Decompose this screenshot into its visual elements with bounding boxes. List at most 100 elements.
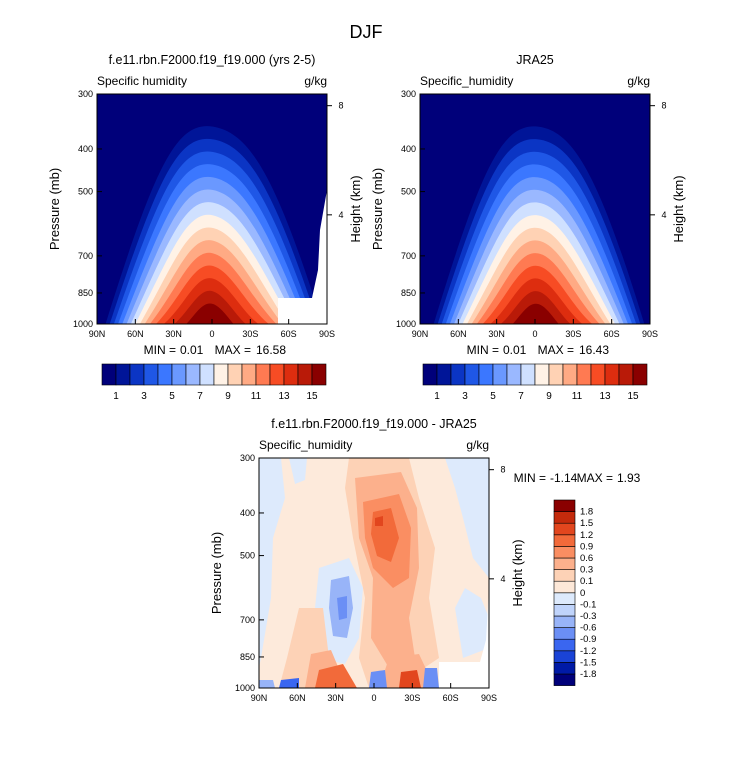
y-axis: 300 400 500 700 850 1000 <box>396 89 425 329</box>
colorbar-label: 1.5 <box>580 518 593 529</box>
y-right-tick-label: 4 <box>338 210 343 220</box>
y-tick-label: 700 <box>78 251 93 261</box>
colorbar-swatch <box>553 522 576 536</box>
colorbar-swatch <box>157 363 173 386</box>
colorbar-swatch <box>553 638 576 652</box>
colorbar-label: -0.9 <box>580 634 596 645</box>
y-tick-label: 1000 <box>235 683 255 693</box>
max-label: MAX = <box>577 471 613 485</box>
colorbar-swatch <box>213 363 229 386</box>
pos-peak-dot <box>375 516 383 526</box>
colorbar-swatch <box>478 363 494 386</box>
colorbar-label: 1.2 <box>580 530 593 541</box>
min-value: -1.14 <box>550 471 578 485</box>
colorbar-label: -0.6 <box>580 623 596 634</box>
colorbar-label: 3 <box>141 391 147 402</box>
colorbar-swatch <box>534 363 550 386</box>
colorbar-label: 13 <box>278 391 290 402</box>
min-label: MIN = <box>514 471 546 485</box>
masked-region <box>439 588 489 688</box>
colorbar-label: -1.5 <box>580 657 596 668</box>
x-tick-label: 90N <box>412 329 429 339</box>
neg-band-right <box>445 458 489 578</box>
x-tick-label: 30S <box>404 693 420 703</box>
colorbar-swatch <box>562 363 578 386</box>
colorbar-swatch <box>171 363 187 386</box>
contour-bands <box>433 126 645 324</box>
colorbar-label: 7 <box>518 391 524 402</box>
y-right-tick-label: 4 <box>661 210 666 220</box>
colorbar-swatch <box>115 363 131 386</box>
max-value: 16.58 <box>256 343 286 357</box>
colorbar-swatch <box>436 363 452 386</box>
colorbar-swatch <box>553 650 576 663</box>
colorbar-swatch <box>422 363 438 386</box>
neg-surface-left-edge <box>259 680 275 688</box>
colorbar-label: -1.2 <box>580 646 596 657</box>
colorbar-label: -0.3 <box>580 611 596 622</box>
y-tick-label: 1000 <box>73 319 93 329</box>
colorbar-label: 1.8 <box>580 507 593 518</box>
colorbar-label: 1 <box>113 391 119 402</box>
x-tick-label: 0 <box>209 329 214 339</box>
y-tick-label: 500 <box>240 551 255 561</box>
colorbar-swatch <box>553 546 576 559</box>
max-label: MAX = <box>538 343 574 357</box>
neg-band-left <box>259 458 285 668</box>
min-value: 0.01 <box>180 343 204 357</box>
variable-label: Specific humidity <box>97 74 187 88</box>
panel-difference: f.e11.rbn.F2000.f19_f19.000 - JRA25 Spec… <box>209 417 641 703</box>
contour-bands <box>105 126 323 324</box>
colorbar-swatch <box>450 363 466 386</box>
x-tick-label: 60S <box>443 693 459 703</box>
contour-field <box>97 94 327 324</box>
y-axis-title: Pressure (mb) <box>370 168 385 250</box>
x-tick-label: 60N <box>127 329 144 339</box>
y-tick-label: 400 <box>240 508 255 518</box>
neg-surface-dip <box>369 670 387 688</box>
x-tick-label: 30S <box>242 329 258 339</box>
colorbar-swatch <box>143 363 159 386</box>
colorbar-swatch <box>506 363 522 386</box>
colorbar-label: 0.9 <box>580 541 593 552</box>
colorbar-swatch <box>553 511 576 524</box>
colorbar-swatch <box>604 363 620 386</box>
neg-band-top <box>289 458 307 484</box>
colorbar-swatch <box>101 363 117 386</box>
colorbar-swatch <box>199 363 215 386</box>
min-label: MIN = <box>467 343 499 357</box>
x-axis: 90N 60N 30N 0 30S 60S 90S <box>412 319 658 339</box>
colorbar-swatch <box>632 363 648 386</box>
colorbar-label: 3 <box>462 391 468 402</box>
x-tick-label: 30N <box>165 329 182 339</box>
x-tick-label: 60S <box>281 329 297 339</box>
y-tick-label: 300 <box>401 89 416 99</box>
y-axis-right: 84 <box>327 101 344 220</box>
colorbar-swatch <box>297 363 313 386</box>
colorbar-label: 15 <box>627 391 639 402</box>
colorbar-swatch <box>269 363 285 386</box>
panel-model: f.e11.rbn.F2000.f19_f19.000 (yrs 2-5) Sp… <box>47 53 363 402</box>
colorbar-swatch <box>227 363 243 386</box>
y-axis-right: 84 <box>489 465 506 584</box>
y-axis: 300 400 500 700 850 1000 <box>73 89 102 329</box>
x-tick-label: 90N <box>251 693 268 703</box>
neg-surface-mid <box>423 668 439 688</box>
y-tick-label: 850 <box>78 288 93 298</box>
colorbar-label: -1.8 <box>580 669 596 680</box>
y-tick-label: 300 <box>78 89 93 99</box>
colorbar-label: -0.1 <box>580 599 596 610</box>
y-tick-label: 850 <box>401 288 416 298</box>
y-tick-label: 300 <box>240 453 255 463</box>
colorbar-swatch <box>241 363 257 386</box>
y-axis-title: Pressure (mb) <box>47 168 62 250</box>
y-tick-label: 700 <box>240 615 255 625</box>
contour-field <box>420 94 650 324</box>
y-axis-right-title: Height (km) <box>348 175 363 242</box>
colorbar-label: 13 <box>599 391 611 402</box>
colorbar: 1 3 5 7 9 11 13 15 <box>101 363 327 402</box>
x-tick-label: 30N <box>327 693 344 703</box>
pos-surface-right <box>379 654 435 688</box>
colorbar-swatch <box>590 363 606 386</box>
pos-surface-peak <box>399 670 421 688</box>
